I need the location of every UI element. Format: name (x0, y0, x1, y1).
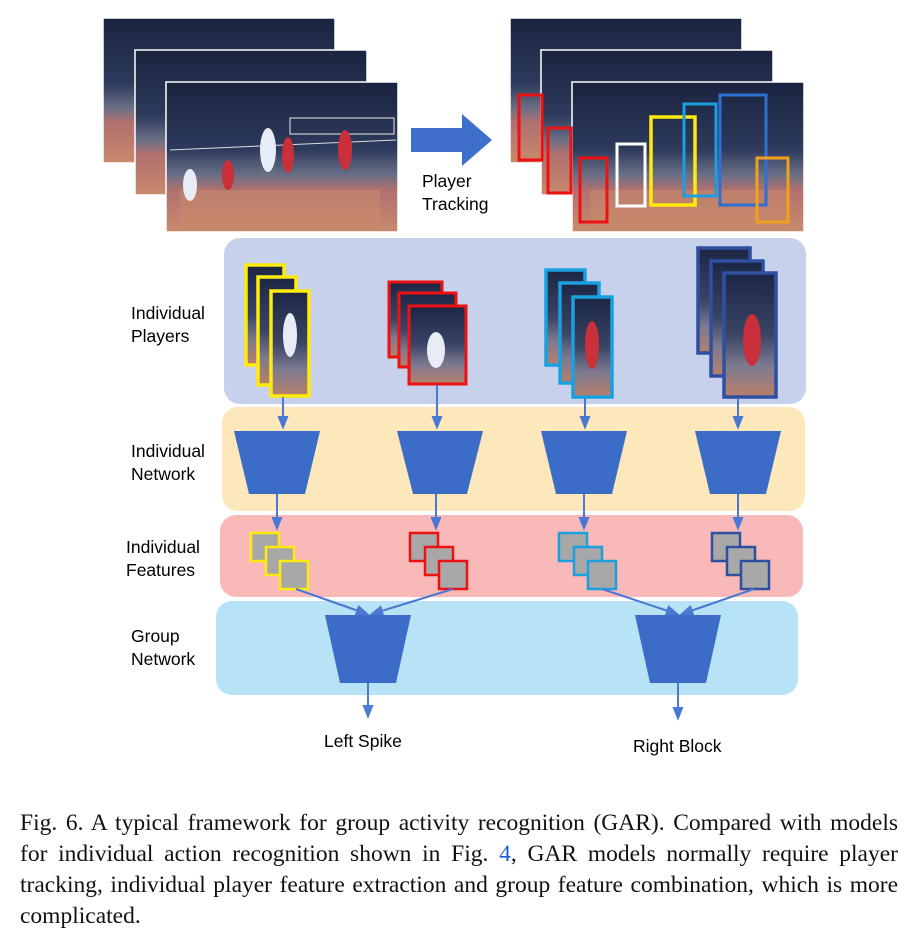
bounding-box (578, 156, 609, 224)
flow-arrow (601, 588, 680, 616)
group-network (325, 615, 411, 683)
feature-stack-4 (710, 531, 771, 591)
framework-diagram: Player Tracking Individual Players Indiv… (102, 17, 806, 756)
flow-arrow (369, 588, 454, 617)
output-label-left-spike: Left Spike (324, 731, 402, 751)
band-individual-players (224, 238, 806, 404)
tracking-label-line1: Player (422, 171, 472, 191)
player-stack-2 (387, 280, 468, 386)
stage-label-line1: Individual (131, 303, 205, 323)
feature-map (278, 559, 310, 591)
feature-stack-3 (557, 531, 618, 591)
band-individual-features (220, 515, 803, 597)
stage-label-line1: Individual (131, 441, 205, 461)
band-individual-network (222, 407, 805, 511)
stage-label-line2: Players (131, 326, 190, 346)
figure-caption: Fig. 6. A typical framework for group ac… (20, 808, 898, 932)
player-tracking-arrow (411, 114, 492, 166)
feature-map (586, 559, 618, 591)
bounding-box (682, 102, 718, 198)
individual-network (541, 431, 627, 494)
stage-label-line2: Network (131, 464, 195, 484)
stage-label-line1: Individual (126, 537, 200, 557)
figure-reference-link[interactable]: 4 (499, 841, 511, 867)
player-stack-3 (544, 268, 614, 399)
bounding-box (649, 115, 697, 207)
tracked-frames (509, 17, 805, 233)
input-frame (165, 81, 399, 233)
individual-network (234, 431, 320, 494)
bounding-box (546, 126, 573, 195)
feature-stack-1 (249, 531, 310, 591)
flow-arrow (679, 588, 755, 616)
bounding-box (517, 93, 544, 162)
feature-stack-2 (408, 531, 469, 591)
individual-network (695, 431, 781, 494)
tracking-label-line2: Tracking (422, 194, 488, 214)
input-frames (102, 17, 399, 233)
stage-label-line1: Group (131, 626, 180, 646)
feature-map (437, 559, 469, 591)
bounding-box (615, 142, 647, 208)
stage-label-line2: Features (126, 560, 195, 580)
individual-network (397, 431, 483, 494)
caption-text: , GAR models normally require player tra… (20, 841, 898, 929)
feature-map (739, 559, 771, 591)
bounding-box (718, 93, 768, 207)
stage-label-line2: Network (131, 649, 195, 669)
output-label-right-block: Right Block (633, 736, 722, 756)
player-stack-4 (696, 246, 778, 399)
flow-arrow (295, 588, 370, 616)
player-stack-1 (244, 263, 311, 398)
bounding-box (755, 156, 790, 224)
group-network (635, 615, 721, 683)
caption-text: Fig. 6. A typical framework for group ac… (20, 810, 898, 867)
